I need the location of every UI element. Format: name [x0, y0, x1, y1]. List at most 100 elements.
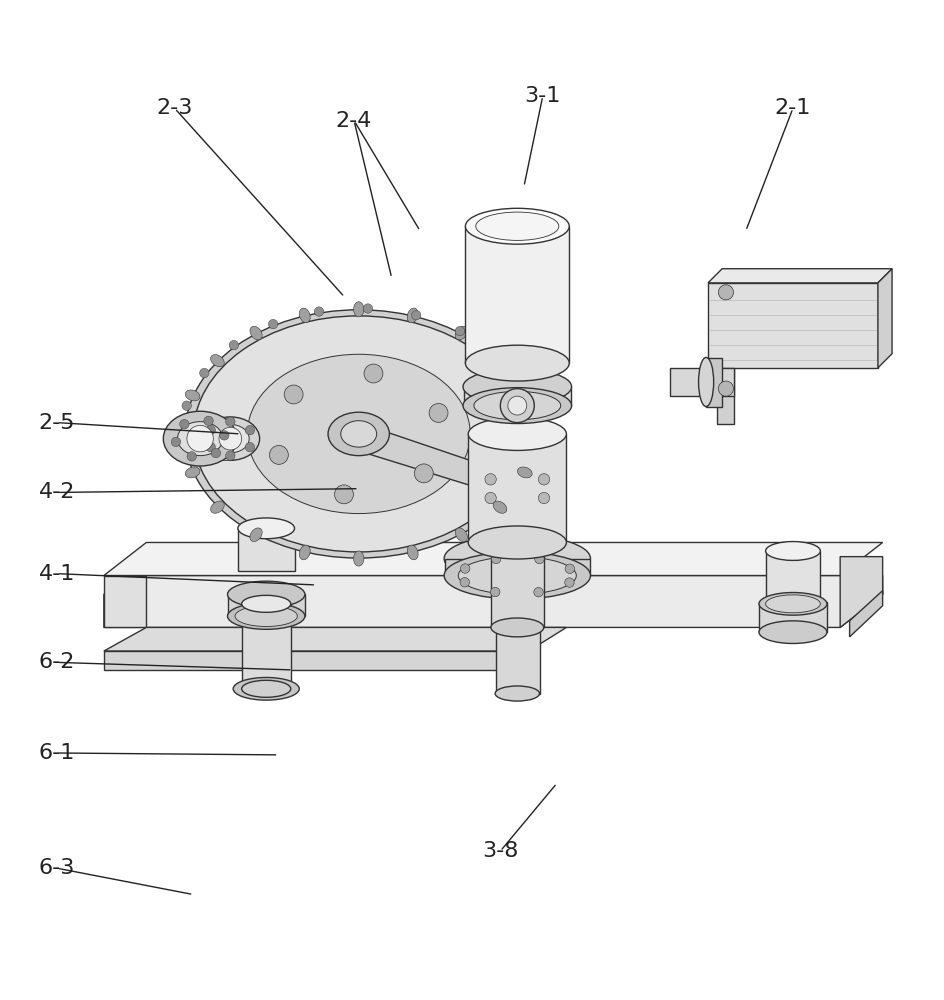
Ellipse shape [464, 388, 571, 424]
Circle shape [491, 587, 500, 597]
Ellipse shape [759, 621, 827, 643]
Ellipse shape [211, 355, 225, 367]
Ellipse shape [699, 357, 714, 407]
Ellipse shape [759, 593, 827, 615]
Circle shape [171, 437, 180, 447]
Circle shape [538, 474, 549, 485]
Polygon shape [766, 551, 820, 604]
Polygon shape [228, 594, 305, 616]
Circle shape [538, 492, 549, 504]
Polygon shape [242, 604, 291, 689]
Text: 2-1: 2-1 [775, 98, 811, 118]
Ellipse shape [228, 581, 305, 608]
Ellipse shape [476, 212, 559, 240]
Ellipse shape [353, 551, 363, 566]
Ellipse shape [766, 595, 820, 613]
Ellipse shape [250, 528, 262, 542]
Ellipse shape [407, 308, 418, 323]
Polygon shape [496, 627, 540, 694]
Circle shape [220, 431, 229, 440]
Polygon shape [670, 368, 734, 396]
Ellipse shape [495, 686, 540, 701]
Text: 3-8: 3-8 [482, 841, 518, 861]
Circle shape [229, 340, 239, 350]
Circle shape [492, 554, 501, 564]
Ellipse shape [517, 390, 532, 401]
Circle shape [268, 319, 278, 329]
Ellipse shape [299, 308, 311, 323]
Circle shape [226, 451, 235, 460]
Ellipse shape [445, 535, 591, 582]
Ellipse shape [353, 302, 364, 317]
Circle shape [206, 425, 215, 435]
Polygon shape [406, 371, 486, 436]
Text: 4-1: 4-1 [39, 564, 75, 584]
Polygon shape [464, 387, 571, 406]
Ellipse shape [526, 429, 541, 439]
Ellipse shape [474, 391, 561, 420]
Ellipse shape [250, 326, 262, 340]
Ellipse shape [491, 448, 544, 467]
Circle shape [179, 419, 189, 429]
Polygon shape [708, 269, 892, 283]
Ellipse shape [455, 326, 467, 340]
Circle shape [334, 485, 353, 504]
Ellipse shape [468, 526, 566, 559]
Polygon shape [445, 559, 590, 576]
Polygon shape [104, 576, 146, 627]
Ellipse shape [228, 603, 305, 629]
Ellipse shape [341, 421, 377, 447]
Polygon shape [230, 429, 514, 514]
Ellipse shape [242, 680, 291, 697]
Ellipse shape [464, 369, 571, 405]
Polygon shape [840, 557, 883, 627]
Circle shape [363, 304, 373, 313]
Polygon shape [759, 602, 827, 632]
Ellipse shape [766, 542, 820, 560]
Circle shape [412, 310, 421, 320]
Circle shape [211, 448, 221, 458]
Text: 2-5: 2-5 [39, 413, 75, 433]
Text: 6-1: 6-1 [39, 743, 75, 763]
Polygon shape [878, 269, 892, 368]
Ellipse shape [329, 412, 390, 456]
Polygon shape [717, 283, 734, 424]
Text: 2-4: 2-4 [336, 111, 372, 131]
Circle shape [414, 464, 433, 483]
Circle shape [455, 326, 464, 336]
Polygon shape [104, 576, 883, 627]
Ellipse shape [491, 618, 544, 637]
Ellipse shape [177, 422, 223, 456]
Circle shape [182, 401, 192, 410]
Ellipse shape [517, 467, 532, 478]
Polygon shape [708, 283, 878, 368]
Polygon shape [104, 542, 883, 576]
Ellipse shape [493, 355, 507, 367]
Circle shape [245, 425, 255, 435]
Circle shape [269, 445, 288, 464]
Polygon shape [200, 417, 230, 460]
Circle shape [718, 381, 733, 396]
Polygon shape [850, 591, 883, 637]
Circle shape [533, 587, 543, 597]
Ellipse shape [407, 545, 418, 560]
Polygon shape [238, 528, 295, 571]
Polygon shape [468, 434, 566, 542]
Ellipse shape [185, 390, 200, 401]
Circle shape [485, 474, 497, 485]
Circle shape [461, 564, 470, 573]
Ellipse shape [445, 552, 591, 599]
Ellipse shape [242, 595, 291, 612]
Ellipse shape [185, 467, 200, 478]
Polygon shape [706, 358, 722, 407]
Circle shape [204, 416, 213, 426]
Text: 6-3: 6-3 [39, 858, 75, 878]
Ellipse shape [465, 345, 569, 381]
Circle shape [219, 427, 242, 450]
Text: 3-1: 3-1 [525, 86, 561, 106]
Circle shape [460, 578, 469, 587]
Ellipse shape [211, 424, 249, 453]
Ellipse shape [211, 501, 225, 513]
Ellipse shape [238, 518, 295, 539]
Circle shape [187, 452, 196, 461]
